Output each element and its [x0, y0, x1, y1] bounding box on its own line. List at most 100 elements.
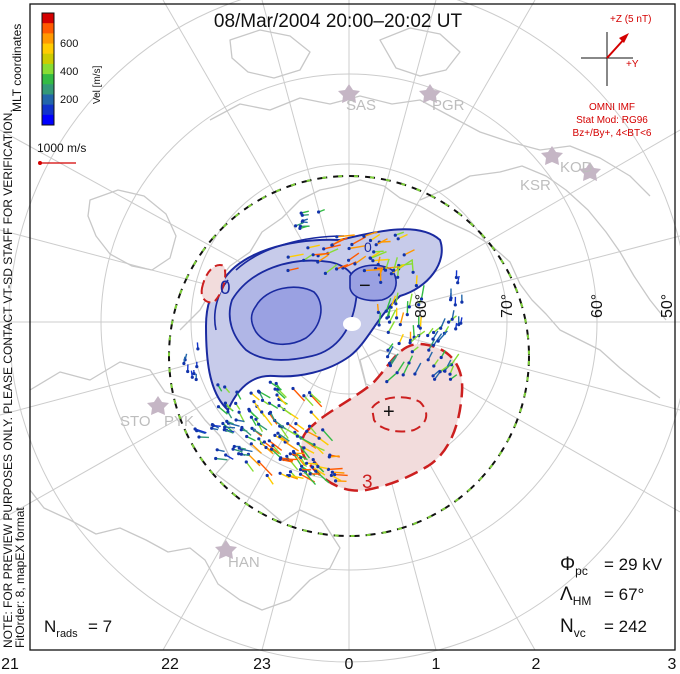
stat-cross-polar-potential: Φpc = 29 kV: [560, 554, 663, 578]
negative-potential-min-contour: [349, 264, 397, 302]
velocity-vector-origin: [443, 369, 447, 373]
velocity-vector: [403, 249, 415, 256]
velocity-vector-origin: [310, 465, 315, 469]
velocity-vector-origin: [330, 243, 334, 247]
velocity-vector-origin: [194, 377, 198, 382]
velocity-vector-origin: [311, 458, 315, 462]
velocity-vector-origin: [394, 302, 398, 306]
velocity-vector-origin: [237, 410, 241, 414]
velocity-vector: [402, 363, 410, 376]
velocity-vector: [323, 244, 341, 250]
velocity-vector-origin: [186, 369, 190, 374]
velocity-vector-origin: [317, 436, 321, 440]
positive-potential-inner-contour: [370, 396, 428, 433]
velocity-vector-origin: [426, 358, 430, 362]
velocity-vector-origin: [454, 275, 458, 280]
velocity-vector-origin: [419, 297, 424, 301]
velocity-vector-origin: [211, 424, 215, 428]
station-label-kod: KOD: [560, 159, 593, 176]
velocity-vector-origin: [369, 256, 373, 260]
velocity-vector-origin: [322, 247, 326, 251]
velocity-vector: [287, 267, 299, 272]
velocity-vector-origin: [377, 323, 381, 327]
velocity-vector: [297, 435, 314, 446]
mlt-label-1: 1: [432, 656, 441, 673]
station-markers: [147, 84, 601, 559]
velocity-vector: [312, 444, 325, 452]
velocity-vector-origin: [389, 305, 393, 309]
velocity-vector-origin: [268, 380, 272, 384]
velocity-vector-origin: [231, 447, 235, 451]
velocity-vector-origin: [262, 440, 266, 444]
station-marker-sas: [338, 84, 360, 103]
velocity-vector-origin: [298, 472, 303, 476]
station-label-sas: SAS: [346, 97, 376, 114]
velocity-vector-origin: [274, 381, 278, 386]
colorbar-segment: [42, 94, 54, 106]
velocity-vector-origin: [223, 385, 227, 389]
colorbar-segment: [42, 84, 54, 95]
velocity-vector-origin: [195, 365, 199, 369]
velocity-vector-origin: [410, 350, 414, 354]
velocity-vector: [194, 428, 207, 434]
imf-clock: [581, 32, 633, 86]
velocity-vector: [398, 333, 404, 344]
velocity-vector-origin: [398, 323, 402, 327]
velocity-vector: [250, 443, 262, 454]
negative-contour-label-small: 0: [364, 239, 372, 255]
velocity-vector-origin: [454, 327, 458, 331]
velocity-vector: [276, 394, 287, 406]
velocity-vector-origin: [307, 424, 312, 428]
station-label-han: HAN: [228, 554, 260, 571]
velocity-vector: [331, 236, 348, 246]
velocity-vector-origin: [316, 260, 320, 264]
velocity-vector: [309, 392, 322, 404]
velocity-vector-origin: [235, 390, 239, 394]
colorbar-segment: [42, 74, 54, 85]
velocity-vector: [274, 388, 286, 400]
latitude-label-70: 70°: [499, 294, 516, 318]
positive-contour-label: 3: [362, 472, 373, 493]
stat-n-vc-value: = 242: [604, 617, 647, 636]
velocity-vector: [395, 292, 399, 304]
map-title: 08/Mar/2004 20:00–20:02 UT: [214, 11, 463, 32]
velocity-vector-origin: [225, 419, 229, 423]
velocity-vector: [310, 395, 323, 408]
velocity-vector-origin: [245, 434, 249, 439]
velocity-vector-origin: [379, 280, 383, 284]
velocity-vector: [277, 388, 287, 398]
velocity-vector-origin: [301, 219, 305, 223]
velocity-vector-origin: [407, 305, 411, 309]
velocity-vector: [440, 318, 446, 329]
velocity-vector-origin: [267, 439, 271, 443]
velocity-vector-origin: [376, 262, 380, 267]
velocity-vector: [420, 285, 425, 300]
velocity-vector-origin: [350, 242, 354, 247]
velocity-vector-origin: [395, 371, 399, 375]
velocity-vector-origin: [275, 393, 279, 397]
velocity-vector-origin: [239, 452, 243, 456]
imf-model-label: Stat Mod: RG96: [576, 115, 648, 126]
velocity-vector: [258, 423, 268, 431]
imf-y-label: +Y: [626, 59, 639, 70]
velocity-vector-origin: [237, 452, 241, 456]
velocity-vector: [289, 474, 304, 479]
imf-z-label: +Z (5 nT): [610, 14, 651, 25]
velocity-vector-origin: [329, 473, 333, 477]
velocity-vector: [274, 419, 287, 430]
velocity-vector-origin: [347, 258, 351, 262]
velocity-vector: [295, 423, 305, 431]
velocity-vector: [351, 236, 367, 246]
velocity-vector: [385, 297, 392, 312]
velocity-vector: [215, 457, 228, 461]
velocity-vector-origin: [448, 372, 452, 376]
svg-text:Nvc: Nvc: [560, 616, 586, 640]
coastlines: [29, 27, 667, 611]
velocity-vector: [269, 402, 279, 409]
velocity-vector: [258, 461, 273, 476]
colorbar-segment: [42, 33, 54, 45]
potential-maximum-marker: +: [383, 401, 395, 423]
velocity-vector: [280, 457, 293, 461]
velocity-vector: [317, 465, 328, 470]
